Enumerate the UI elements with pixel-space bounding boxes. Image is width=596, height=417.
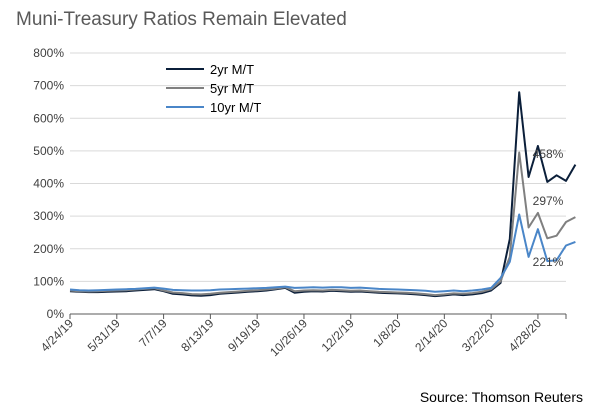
y-tick-label: 500% bbox=[33, 144, 64, 158]
end-value-label: 297% bbox=[533, 194, 564, 208]
series-lines bbox=[69, 91, 577, 298]
end-value-label: 458% bbox=[533, 147, 564, 161]
y-tick-label: 400% bbox=[33, 177, 64, 191]
y-tick-label: 100% bbox=[33, 274, 64, 288]
x-tick-label: 4/28/20 bbox=[506, 316, 544, 354]
legend-label: 10yr M/T bbox=[210, 100, 261, 115]
end-value-label: 221% bbox=[533, 255, 564, 269]
y-tick-label: 800% bbox=[33, 46, 64, 60]
x-tick-label: 10/26/19 bbox=[267, 316, 310, 359]
x-tick-label: 5/31/19 bbox=[85, 316, 123, 354]
x-tick-label: 2/14/20 bbox=[412, 316, 450, 354]
legend-label: 2yr M/T bbox=[210, 62, 254, 77]
data-labels: 458% 297% 221% bbox=[533, 147, 564, 269]
x-tick-label: 1/8/20 bbox=[370, 316, 404, 350]
y-tick-label: 600% bbox=[33, 111, 64, 125]
y-tick-label: 700% bbox=[33, 79, 64, 93]
x-tick-label: 8/13/19 bbox=[178, 316, 216, 354]
series-line-3 bbox=[69, 213, 576, 293]
x-tick-label: 7/7/19 bbox=[136, 316, 170, 350]
x-tick-label: 4/24/19 bbox=[38, 316, 76, 354]
legend: 2yr M/T 5yr M/T 10yr M/T bbox=[166, 62, 261, 115]
series-line-2 bbox=[69, 151, 576, 297]
y-tick-label: 0% bbox=[47, 307, 65, 321]
grid-lines bbox=[70, 52, 566, 282]
x-tick-label: 9/19/19 bbox=[225, 316, 263, 354]
y-tick-labels: 0% 100% 200% 300% 400% 500% 600% 700% 800% bbox=[33, 46, 64, 321]
y-tick-label: 300% bbox=[33, 209, 64, 223]
x-tick-labels: 4/24/19 5/31/19 7/7/19 8/13/19 9/19/19 10/26/… bbox=[38, 316, 544, 359]
x-tick-label: 12/2/19 bbox=[319, 316, 357, 354]
series-line-1 bbox=[69, 91, 577, 298]
y-tick-label: 200% bbox=[33, 242, 64, 256]
axes bbox=[69, 313, 567, 319]
x-tick-label: 3/22/20 bbox=[459, 316, 497, 354]
chart-title: Muni-Treasury Ratios Remain Elevated bbox=[16, 9, 347, 30]
legend-label: 5yr M/T bbox=[210, 81, 254, 96]
chart-source: Source: Thomson Reuters bbox=[419, 389, 583, 405]
